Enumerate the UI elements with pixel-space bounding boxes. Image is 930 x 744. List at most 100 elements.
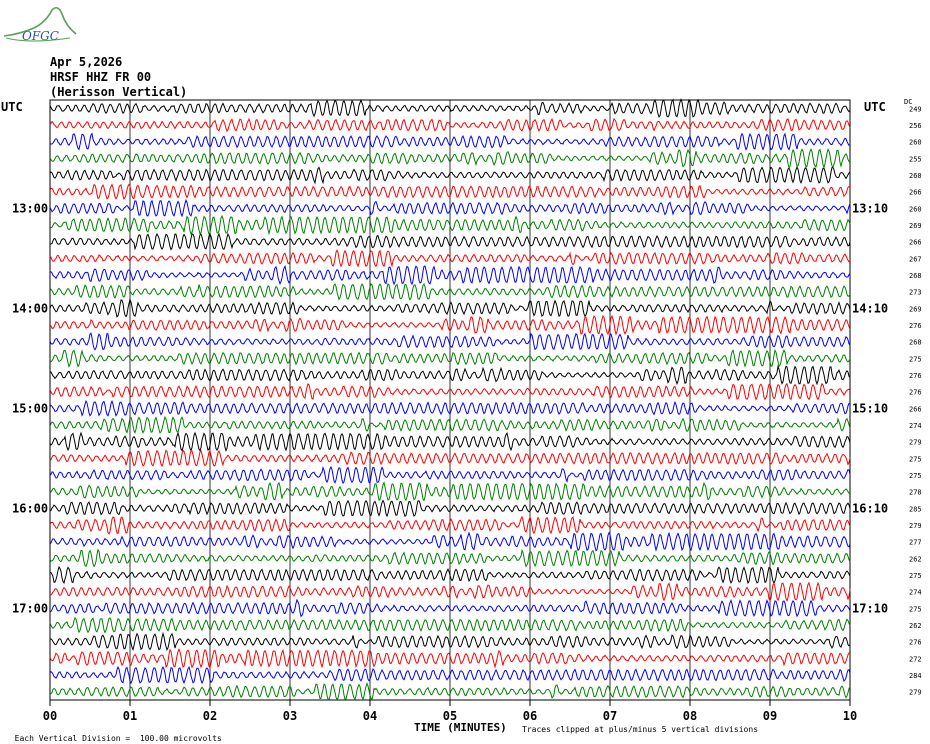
dc-offset-label: 269 [909,222,922,230]
seismic-trace [49,314,851,336]
date-label: Apr 5,2026 [50,55,123,69]
seismic-trace [49,249,851,268]
dc-offset-label: 279 [909,522,922,530]
x-axis-title: TIME (MINUTES) [414,721,507,734]
x-tick-label: 01 [123,709,137,723]
seismic-trace [49,214,851,236]
hour-label-right: 14:10 [852,301,888,315]
x-tick-label: 04 [363,709,377,723]
seismic-trace [49,682,851,701]
dc-offset-label: 279 [909,439,922,447]
x-tick-label: 10 [843,709,857,723]
hour-label-left: 13:00 [12,201,48,215]
dc-offset-label: 249 [909,105,922,113]
left-utc-label: UTC [1,100,23,114]
dc-offset-label: 260 [909,172,922,180]
ofgc-logo: OFGC [3,6,77,43]
hour-label-left: 16:00 [12,501,48,515]
seismic-trace [49,665,851,685]
dc-offset-label: 262 [909,622,922,630]
hour-label-right: 16:10 [852,501,888,515]
x-tick-label: 03 [283,709,297,723]
seismic-trace [49,166,851,185]
x-tick-label: 05 [443,709,457,723]
seismic-trace [49,548,851,568]
dc-offset-label: 260 [909,139,922,147]
seismic-trace [49,183,851,200]
dc-offset-label: 268 [909,272,922,280]
dc-offset-label: 275 [909,472,922,480]
dc-offset-label: 275 [909,572,922,580]
dc-offset-label: 268 [909,339,922,347]
hour-label-right: 15:10 [852,401,888,415]
seismic-trace [49,399,851,417]
footer-scale-note: Each Vertical Division = 100.00 microvol… [5,725,222,743]
dc-offset-label: 274 [909,422,922,430]
dc-offset-label: 284 [909,672,922,680]
seismic-trace [49,364,851,386]
seismic-trace [49,382,851,401]
x-tick-label: 00 [43,709,57,723]
seismic-trace [49,348,851,368]
seismic-trace [49,98,851,118]
dc-offset-label: 266 [909,239,922,247]
seismic-trace [49,431,851,453]
right-utc-label: UTC [864,100,886,114]
dc-offset-label: 275 [909,455,922,463]
hour-label-left: 17:00 [12,601,48,615]
dc-offset-label: 275 [909,605,922,613]
seismic-trace [49,581,851,602]
seismic-trace [49,465,851,485]
dc-offset-label: 279 [909,689,922,697]
station-name: (Herisson Vertical) [50,85,188,99]
footer-clip-note: Traces clipped at plus/minus 5 vertical … [522,725,759,734]
dc-offset-label: 276 [909,639,922,647]
dc-offset-label: 275 [909,355,922,363]
dc-offset-label: 273 [909,289,922,297]
hour-label-right: 13:10 [852,201,888,215]
x-tick-label: 06 [523,709,537,723]
logo-text: OFGC [22,29,59,43]
seismic-trace [49,499,851,518]
seismic-trace [49,515,851,535]
seismic-trace [49,415,851,435]
seismic-trace [49,117,851,133]
dc-offset-label: 267 [909,255,922,263]
dc-offset-label: 285 [909,505,922,513]
seismic-trace [49,481,851,502]
x-tick-label: 02 [203,709,217,723]
dc-offset-label: 278 [909,489,922,497]
dc-offset-label: 277 [909,539,922,547]
dc-offset-label: 260 [909,205,922,213]
dc-offset-label: 256 [909,122,922,130]
dc-offset-label: 266 [909,405,922,413]
hour-label-left: 14:00 [12,301,48,315]
x-tick-label: 09 [763,709,777,723]
seismic-trace [49,449,851,468]
seismic-trace [49,565,851,585]
dc-offset-label: 262 [909,555,922,563]
seismic-trace [49,264,851,286]
hour-label-right: 17:10 [852,601,888,615]
dc-label: DC [904,98,913,106]
seismic-trace [49,332,851,351]
dc-offset-label: 255 [909,155,922,163]
hour-label-left: 15:00 [12,401,48,415]
station-code: HRSF HHZ FR 00 [50,70,152,84]
dc-offset-label: 276 [909,322,922,330]
dc-offset-label: 266 [909,189,922,197]
dc-offset-label: 274 [909,589,922,597]
dc-offset-label: 272 [909,655,922,663]
seismic-trace [49,531,851,552]
seismic-trace [49,616,851,634]
seismic-trace [49,283,851,301]
seismic-trace [49,148,851,170]
x-tick-label: 08 [683,709,697,723]
seismic-trace [49,232,851,251]
seismic-trace [49,631,851,652]
seismic-trace [49,132,851,151]
seismic-trace [49,598,851,618]
seismic-trace [49,198,851,218]
seismic-trace [49,647,851,669]
